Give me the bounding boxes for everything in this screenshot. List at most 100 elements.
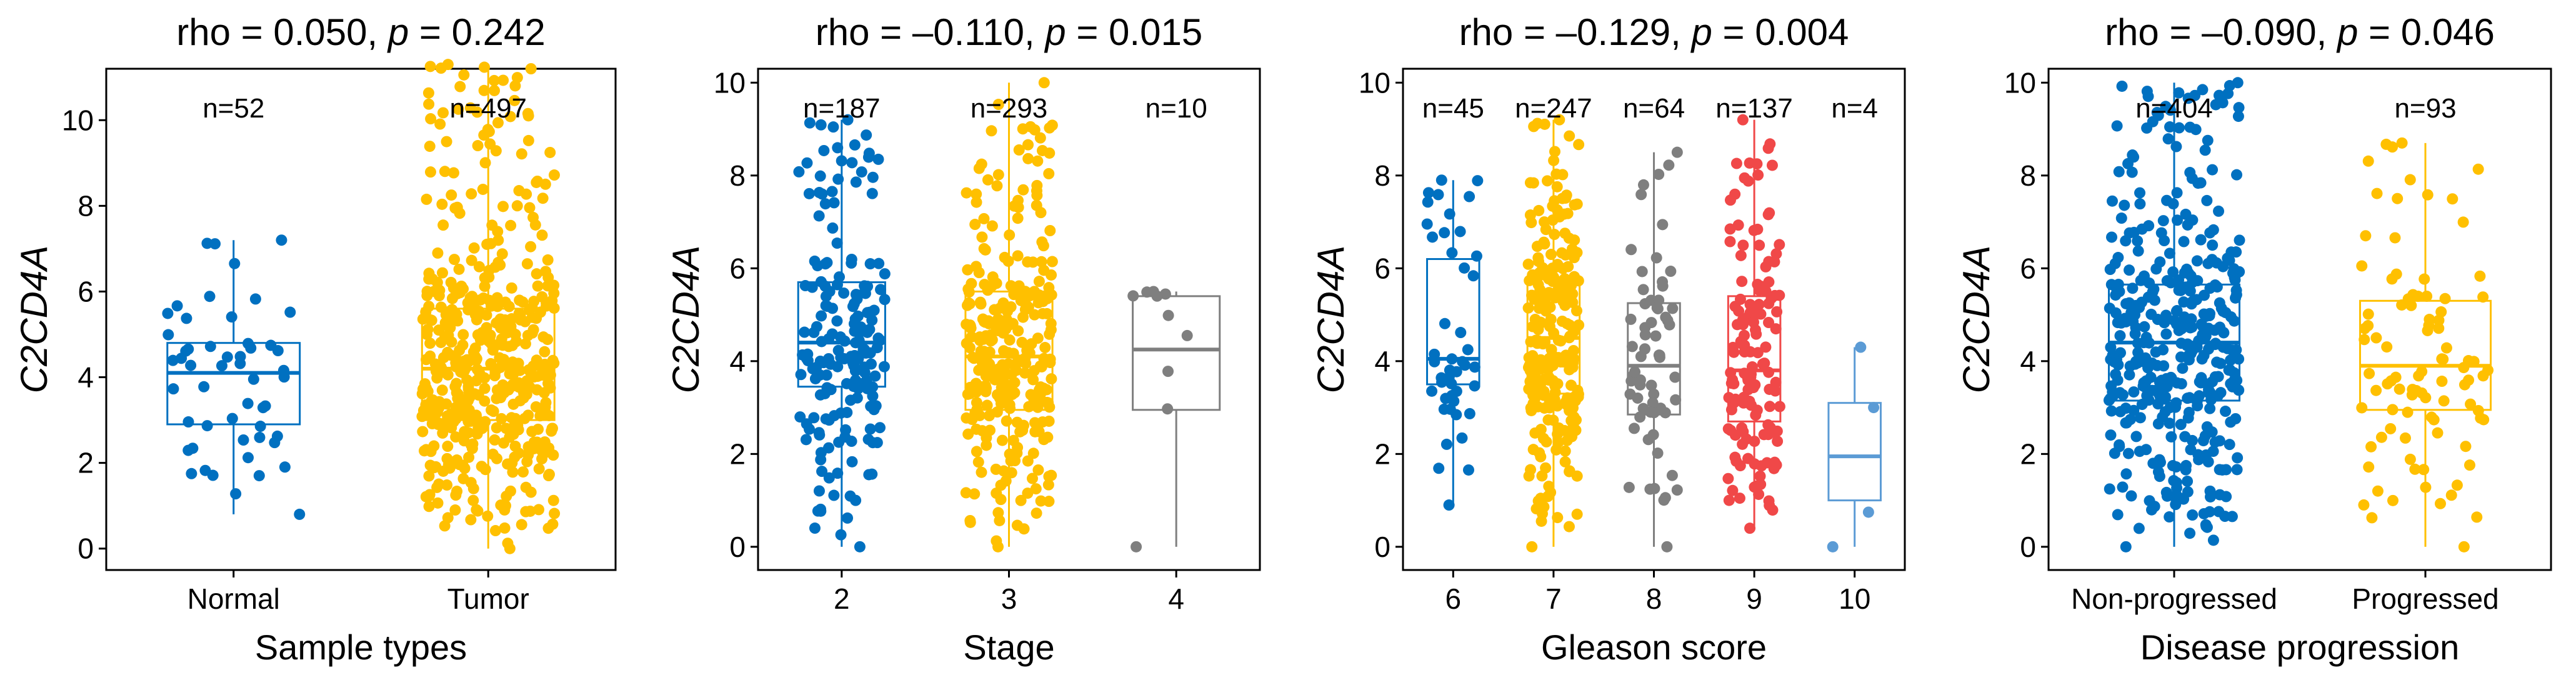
data-point [1635, 189, 1647, 201]
data-point [2111, 120, 2123, 132]
data-point [847, 301, 859, 312]
data-point [446, 306, 458, 318]
data-point [162, 308, 174, 319]
data-point [1652, 448, 1664, 459]
data-point [1472, 175, 1484, 187]
data-point [2366, 512, 2378, 524]
data-point [465, 439, 477, 451]
data-point [1556, 247, 1568, 259]
y-tick-label: 4 [77, 361, 94, 394]
data-point [1744, 299, 1756, 311]
data-point [1037, 240, 1049, 252]
data-point [498, 354, 510, 366]
data-point [2459, 379, 2470, 391]
title-p: p [1690, 11, 1712, 53]
data-point [181, 312, 192, 324]
data-point [532, 280, 544, 292]
data-point [2407, 384, 2419, 396]
data-point [423, 98, 435, 110]
data-point [1443, 499, 1455, 511]
data-point [1014, 426, 1026, 438]
y-tick-label: 2 [729, 438, 746, 470]
data-point [2141, 390, 2153, 402]
data-point [1036, 144, 1048, 156]
data-point [1769, 256, 1780, 268]
data-point [813, 187, 825, 199]
data-point [1022, 488, 1034, 499]
data-point [471, 314, 482, 326]
data-point [1862, 506, 1874, 518]
data-point [491, 392, 502, 404]
x-axis-label: Stage [963, 628, 1054, 667]
data-point [479, 157, 491, 169]
data-point [1462, 464, 1474, 476]
data-point [2201, 194, 2213, 206]
data-point [539, 346, 551, 358]
data-point [998, 379, 1010, 391]
data-point [424, 166, 436, 178]
y-tick-label: 6 [2020, 252, 2036, 284]
data-point [2130, 431, 2142, 442]
data-point [978, 316, 990, 328]
data-point [1564, 130, 1575, 142]
data-point [1764, 207, 1775, 219]
data-point [2128, 404, 2140, 416]
data-point [1000, 475, 1012, 487]
data-point [2232, 111, 2244, 122]
data-point [1467, 270, 1479, 282]
data-point [1029, 309, 1041, 321]
data-point [450, 489, 462, 501]
data-point [1739, 346, 1750, 358]
data-point [499, 296, 511, 308]
data-point [436, 384, 448, 396]
data-point [2364, 368, 2375, 379]
data-point [981, 382, 992, 394]
data-point [207, 469, 219, 481]
data-point [2114, 330, 2126, 342]
data-point [1462, 344, 1474, 356]
data-point [2370, 384, 2382, 396]
data-point [2178, 236, 2190, 248]
data-point [827, 121, 839, 133]
data-point [1536, 508, 1548, 519]
data-point [2197, 435, 2209, 447]
data-point [1470, 250, 1482, 262]
data-point [471, 504, 482, 516]
data-point [1535, 292, 1547, 304]
data-point [446, 422, 457, 434]
data-point [1626, 341, 1638, 352]
data-point [1650, 252, 1662, 264]
data-point [1770, 323, 1782, 335]
data-point [478, 84, 490, 96]
data-point [532, 423, 544, 435]
data-point [523, 304, 535, 316]
data-point [1762, 142, 1774, 154]
x-tick-label: 4 [1168, 582, 1184, 615]
data-point [801, 157, 813, 169]
data-point [1764, 401, 1775, 412]
data-point [794, 411, 806, 423]
data-point [1032, 464, 1044, 476]
data-point [1827, 541, 1839, 552]
data-point [1671, 146, 1683, 158]
data-point [1542, 414, 1554, 426]
data-point [2197, 84, 2209, 96]
data-point [1637, 284, 1649, 296]
data-point [1539, 238, 1550, 250]
data-point [2105, 341, 2117, 353]
data-point [823, 472, 835, 484]
data-point [2140, 444, 2152, 456]
data-point [2197, 329, 2209, 341]
data-point [1562, 261, 1574, 272]
data-point [2175, 419, 2187, 431]
data-point [813, 485, 825, 497]
x-axis-label: Disease progression [2140, 628, 2459, 667]
data-point [421, 329, 433, 341]
data-point [2185, 298, 2197, 310]
data-point [542, 378, 554, 389]
data-point [867, 171, 879, 183]
data-point [1567, 361, 1579, 373]
data-point [1033, 276, 1045, 288]
data-point [496, 248, 508, 260]
data-point [539, 406, 551, 418]
